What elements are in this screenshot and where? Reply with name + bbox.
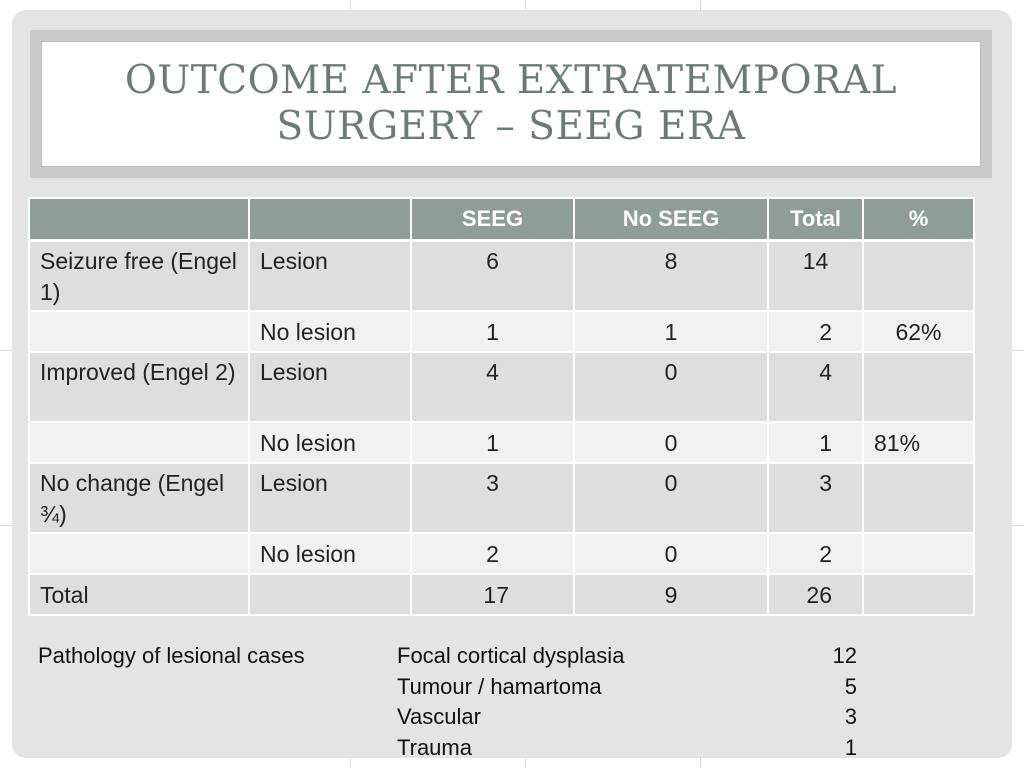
cell-percent [862, 572, 975, 616]
cell-seeg: 2 [410, 531, 575, 575]
cell-outcome [28, 420, 250, 464]
cell-seeg: 4 [410, 350, 575, 423]
cell-no-seeg: 0 [573, 350, 769, 423]
cell-seeg: 3 [410, 461, 575, 534]
pathology-name: Vascular [397, 704, 481, 729]
pathology-name: Trauma [397, 734, 472, 760]
outcome-table: SEEG No SEEG Total % Seizure free (Engel… [28, 197, 975, 616]
pathology-count: 12 [832, 643, 857, 668]
list-item: Focal cortical dysplasia 12 [397, 640, 857, 671]
cell-type: No lesion [248, 309, 412, 353]
header-cell-total: Total [767, 197, 864, 242]
cell-outcome [28, 531, 250, 575]
cell-outcome: Seizure free (Engel 1) [28, 239, 250, 312]
table-row: No lesion 2 0 2 [28, 531, 975, 575]
cell-no-seeg: 0 [573, 420, 769, 464]
cell-type: No lesion [248, 531, 412, 575]
list-item: Tumour / hamartoma 5 [397, 671, 857, 702]
pathology-count: 1 [844, 734, 857, 760]
cell-percent [862, 461, 975, 534]
header-cell-type [248, 197, 412, 242]
cell-type: Lesion [248, 350, 412, 423]
cell-percent [862, 531, 975, 575]
cell-total: 14 [767, 239, 864, 312]
pathology-label: Pathology of lesional cases [38, 643, 305, 668]
cell-no-seeg: 8 [573, 239, 769, 312]
cell-no-seeg: 9 [573, 572, 769, 616]
list-item: Vascular 3 [397, 701, 857, 732]
cell-percent [862, 350, 975, 423]
pathology-count: 5 [844, 673, 857, 699]
cell-no-seeg: 1 [573, 309, 769, 353]
pathology-count: 3 [844, 704, 857, 729]
table-row: No change (Engel ¾) Lesion 3 0 3 [28, 461, 975, 534]
title-line-2: surgery – SEEG era [276, 104, 746, 149]
title-box: Outcome after extratemporal surgery – SE… [41, 41, 981, 167]
header-cell-percent: % [862, 197, 975, 242]
cell-seeg: 1 [410, 309, 575, 353]
cell-total: 2 [767, 309, 864, 353]
cell-percent [862, 239, 975, 312]
pathology-list: Focal cortical dysplasia 12 Tumour / ham… [397, 640, 857, 762]
list-item: Trauma 1 [397, 732, 857, 763]
cell-total: 3 [767, 461, 864, 534]
cell-seeg: 17 [410, 572, 575, 616]
cell-total: 1 [767, 420, 864, 464]
cell-outcome: Improved (Engel 2) [28, 350, 250, 423]
cell-seeg: 6 [410, 239, 575, 312]
page-title: Outcome after extratemporal surgery – SE… [125, 58, 897, 150]
table-header-row: SEEG No SEEG Total % [28, 197, 975, 242]
cell-total: 2 [767, 531, 864, 575]
cell-no-seeg: 0 [573, 461, 769, 534]
cell-total: 26 [767, 572, 864, 616]
cell-outcome: Total [28, 572, 250, 616]
cell-type [248, 572, 412, 616]
cell-percent: 81% [862, 420, 975, 464]
pathology-name: Tumour / hamartoma [397, 673, 602, 699]
pathology-name: Focal cortical dysplasia [397, 643, 625, 668]
table-row-total: Total 17 9 26 [28, 572, 975, 616]
table-row: No lesion 1 1 2 62% [28, 309, 975, 353]
cell-type: Lesion [248, 461, 412, 534]
table-row: No lesion 1 0 1 81% [28, 420, 975, 464]
header-cell-outcome [28, 197, 250, 242]
title-line-1: Outcome after extratemporal [124, 58, 898, 103]
header-cell-seeg: SEEG [410, 197, 575, 242]
header-cell-no-seeg: No SEEG [573, 197, 769, 242]
cell-outcome [28, 309, 250, 353]
cell-total: 4 [767, 350, 864, 423]
table-row: Seizure free (Engel 1) Lesion 6 8 14 [28, 239, 975, 312]
cell-type: Lesion [248, 239, 412, 312]
cell-seeg: 1 [410, 420, 575, 464]
cell-type: No lesion [248, 420, 412, 464]
table-row: Improved (Engel 2) Lesion 4 0 4 [28, 350, 975, 423]
cell-outcome: No change (Engel ¾) [28, 461, 250, 534]
cell-percent: 62% [862, 309, 975, 353]
cell-no-seeg: 0 [573, 531, 769, 575]
